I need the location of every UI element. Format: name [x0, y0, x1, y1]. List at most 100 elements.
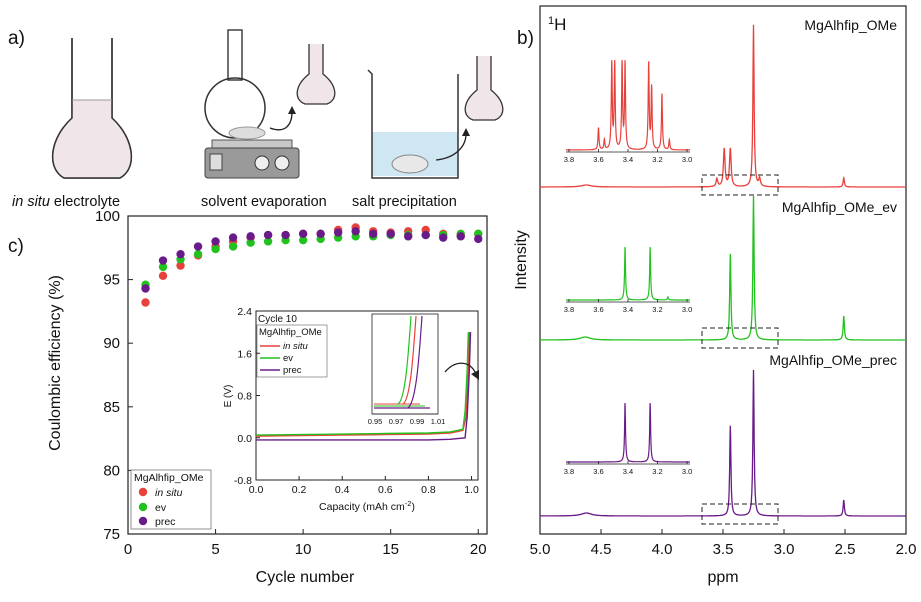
c-point-ev — [246, 238, 255, 247]
b-x-tick-label: 2.0 — [896, 541, 917, 558]
b-inset-tick-label: 3.8 — [564, 155, 574, 164]
small-flask-icon — [296, 44, 336, 105]
b-inset-tick-label: 3.6 — [593, 155, 603, 164]
c-point-prec — [228, 233, 238, 242]
c-inset-x-tick-label: 1.0 — [464, 484, 479, 496]
c-inset-y-tick-label: 0.8 — [237, 391, 252, 403]
c-inset-y-tick-label: 2.4 — [237, 306, 252, 318]
c-inset-x-tick-label: 0.0 — [249, 484, 264, 496]
b-inset-tick-label: 3.8 — [564, 305, 574, 314]
c-inset-legend-title: MgAlhfip_OMe — [259, 327, 322, 338]
beaker-icon — [367, 69, 470, 179]
c-inset-line-prec — [256, 332, 472, 441]
c-x-tick-label: 5 — [211, 541, 219, 558]
b-x-axis-label: ppm — [707, 569, 738, 586]
c-point-ev — [263, 237, 273, 246]
b-x-tick-label: 3.5 — [713, 541, 734, 558]
c-point-in-situ — [141, 298, 150, 307]
b-inset-tick-label: 3.4 — [623, 305, 633, 314]
b-inset-tick-label: 3.0 — [682, 467, 692, 476]
c-y-axis-label: Coulombic efficiency (%) — [47, 275, 64, 451]
c-zoom-line-in-situ — [402, 315, 417, 405]
b-x-tick-label: 4.5 — [591, 541, 612, 558]
b-label-series-1: MgAlhfip_OMe — [804, 17, 897, 33]
panel-b-label: b) — [517, 28, 534, 49]
c-inset-x-tick-label: 0.8 — [421, 484, 436, 496]
c-point-prec — [316, 229, 325, 239]
b-x-tick-label: 5.0 — [530, 541, 551, 558]
c-inset-annotation: Cycle 10 — [258, 314, 297, 325]
c-point-prec — [386, 229, 395, 239]
c-legend-marker-prec — [138, 516, 148, 526]
c-inset-x-tick-label: 0.2 — [292, 484, 307, 496]
b-inset-tick-label: 3.2 — [652, 305, 662, 314]
c-point-prec — [176, 249, 185, 259]
b-inset-tick-label: 3.8 — [564, 467, 574, 476]
c-point-prec — [368, 229, 378, 239]
b-zoom-region-box — [701, 174, 779, 196]
c-y-tick-label: 85 — [103, 399, 120, 416]
b-inset-tick-label: 3.2 — [652, 467, 662, 476]
b-x-tick-label: 2.5 — [835, 541, 856, 558]
c-point-prec — [193, 242, 203, 251]
c-zoom-tick-label: 0.97 — [389, 417, 404, 426]
b-inset-spectrum-2 — [566, 246, 690, 301]
c-point-prec — [281, 230, 290, 240]
c-inset-y-tick-label: 1.6 — [237, 348, 252, 360]
c-point-ev — [158, 262, 168, 272]
caption-precipitation: salt precipitation — [352, 194, 457, 210]
b-inset-tick-label: 3.0 — [682, 305, 692, 314]
c-point-prec — [141, 284, 150, 293]
c-legend-marker-in-situ — [138, 487, 148, 497]
c-inset-x-tick-label: 0.4 — [335, 484, 350, 496]
c-x-tick-label: 10 — [295, 541, 312, 558]
small-flask-icon-2 — [464, 56, 504, 121]
c-zoom-inset: 0.95 0.97 0.99 1.01 — [368, 313, 479, 426]
b-plot-frame — [539, 5, 907, 535]
panel-c-label: c) — [8, 236, 24, 257]
b-x-tick-label: 3.0 — [774, 541, 795, 558]
c-point-prec — [211, 237, 220, 246]
c-point-in-situ — [158, 271, 168, 280]
c-inset-lines — [255, 332, 472, 441]
c-point-ev — [193, 249, 203, 259]
c-point-prec — [158, 256, 168, 265]
c-y-tick-label: 75 — [103, 526, 120, 543]
c-plot-frame — [127, 215, 488, 535]
caption-evaporation: solvent evaporation — [201, 194, 327, 210]
b-label-series-3: MgAlhfip_OMe_prec — [769, 352, 897, 368]
b-inset-spectrum-3 — [566, 402, 690, 463]
c-point-prec — [421, 230, 430, 240]
c-point-prec — [351, 227, 360, 236]
c-inset-y-tick-label: -0.8 — [234, 475, 252, 487]
c-point-ev — [211, 244, 220, 254]
b-inset-tick-label: 3.6 — [593, 467, 603, 476]
c-legend: MgAlhfip_OMe in situ ev prec — [130, 469, 212, 530]
c-inset-legend-ev: ev — [283, 353, 293, 364]
c-legend-title: MgAlhfip_OMe — [134, 472, 204, 484]
c-point-prec — [456, 232, 465, 241]
b-inset-tick-label: 3.6 — [593, 305, 603, 314]
b-spectra — [540, 24, 906, 525]
c-x-tick-label: 20 — [470, 541, 487, 558]
c-zoom-tick-label: 0.95 — [368, 417, 383, 426]
b-spectrum-ome — [540, 24, 906, 188]
c-point-prec — [263, 230, 273, 240]
c-legend-prec: prec — [155, 516, 175, 528]
c-point-prec — [246, 232, 255, 241]
c-point-in-situ — [176, 261, 185, 270]
c-inset-x-tick-label: 0.6 — [378, 484, 393, 496]
c-point-prec — [439, 233, 448, 242]
c-x-tick-label: 0 — [124, 541, 132, 558]
c-inset-ticks: 0.0 0.2 0.4 0.6 0.8 1.0-0.80.00.81.62.4 — [234, 306, 479, 496]
c-zoom-arrow — [444, 362, 477, 375]
c-legend-in-situ: in situ — [155, 487, 183, 499]
panel-b: b) 1H Intensity ppm 5.0 4.5 4.0 3.5 3.0 2.5 2.… — [513, 5, 917, 586]
c-inset-x-label: Capacity (mAh cm-2) — [319, 499, 415, 513]
b-inset-tick-label: 3.2 — [652, 155, 662, 164]
panel-c: c) Coulombic efficiency (%) Cycle number… — [8, 208, 488, 586]
c-zoom-line-ev — [397, 315, 412, 405]
c-data-points — [141, 223, 483, 307]
c-legend-marker-ev — [138, 502, 148, 512]
